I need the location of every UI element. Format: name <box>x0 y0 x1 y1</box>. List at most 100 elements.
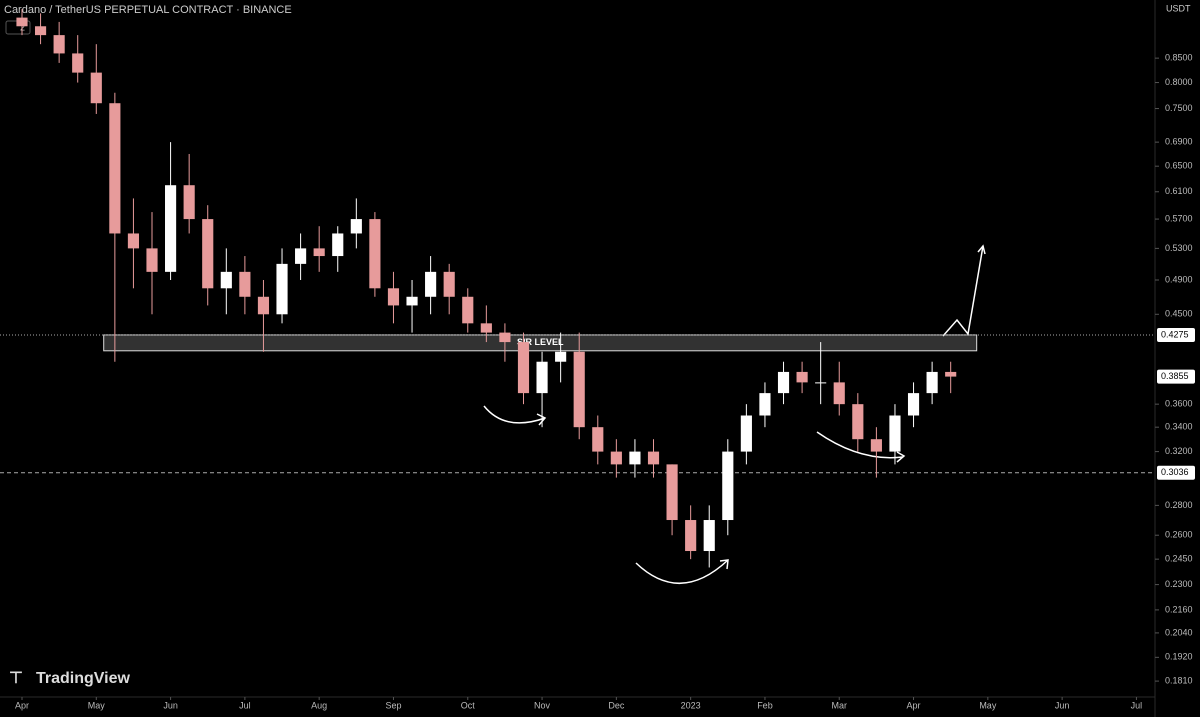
candle-body <box>703 520 715 552</box>
y-tick-label: 0.4500 <box>1165 309 1193 319</box>
candle-body <box>517 342 530 394</box>
x-tick-label: Jul <box>239 700 251 710</box>
price-label: 0.4275 <box>1161 329 1189 339</box>
interval-badge[interactable]: 2 <box>20 22 25 32</box>
x-tick-label: Aug <box>311 700 327 710</box>
candle-body <box>889 415 901 452</box>
candle-body <box>685 520 697 552</box>
candle-body <box>610 451 622 465</box>
x-tick-label: Apr <box>907 700 921 710</box>
candle-body <box>220 271 232 289</box>
candle-body <box>740 415 752 452</box>
curve-arrow <box>483 405 546 424</box>
y-tick-label: 0.6900 <box>1165 137 1193 147</box>
y-tick-label: 0.3200 <box>1165 446 1193 456</box>
candle-body <box>499 332 511 343</box>
candle-body <box>573 351 585 428</box>
candle-body <box>907 393 920 416</box>
last-price-box <box>1157 369 1195 384</box>
y-tick-label: 0.2800 <box>1165 500 1193 510</box>
candle-body <box>425 271 437 297</box>
price-label-box <box>1157 465 1195 480</box>
candle-body <box>109 103 121 234</box>
candle-body <box>257 296 270 315</box>
y-tick-label: 0.1920 <box>1165 652 1193 662</box>
arrow-head <box>896 451 906 463</box>
y-tick-label: 0.1810 <box>1165 675 1193 685</box>
candle-body <box>90 72 102 104</box>
x-tick-label: Jul <box>1131 700 1143 710</box>
logo-mark: ⊤ <box>9 670 23 687</box>
y-tick-label: 0.6500 <box>1165 161 1193 171</box>
last-price-label: 0.3855 <box>1161 371 1189 381</box>
candle-body <box>239 271 251 297</box>
x-tick-label: 2023 <box>681 700 701 710</box>
x-tick-label: Mar <box>831 700 847 710</box>
y-tick-label: 0.4900 <box>1165 274 1193 284</box>
arrow-head <box>719 559 729 570</box>
annotations <box>483 244 986 584</box>
arrow-head <box>977 244 986 255</box>
projection-arrow <box>942 245 984 337</box>
arrow-head <box>536 413 547 426</box>
currency-label[interactable]: USDT <box>1166 3 1191 13</box>
x-tick-label: Sep <box>385 700 401 710</box>
candle-body <box>295 248 307 264</box>
candle-body <box>183 185 195 220</box>
candle-body <box>666 464 678 521</box>
candle-body <box>592 427 604 452</box>
y-tick-label: 0.2300 <box>1165 579 1193 589</box>
candle-body <box>443 271 455 297</box>
brand[interactable]: TradingView <box>36 670 131 687</box>
y-tick-label: 0.2160 <box>1165 604 1193 614</box>
candle-body <box>555 351 567 362</box>
x-tick-label: May <box>88 700 106 710</box>
candle-body <box>202 219 214 289</box>
candle-body <box>870 439 882 452</box>
y-tick-label: 0.2450 <box>1165 554 1193 564</box>
candle-body <box>647 451 660 465</box>
candle-body <box>34 26 47 36</box>
candle-body <box>629 451 641 465</box>
candle-body <box>945 371 957 377</box>
y-tick-label: 0.2040 <box>1165 627 1193 637</box>
y-tick-label: 0.6100 <box>1165 186 1193 196</box>
price-label: 0.3036 <box>1161 467 1189 477</box>
y-tick-label: 0.2600 <box>1165 530 1193 540</box>
candle-body <box>350 219 362 234</box>
x-tick-label: Nov <box>534 700 551 710</box>
y-tick-label: 0.8000 <box>1165 77 1193 87</box>
candle-body <box>536 361 548 394</box>
candle-body <box>369 219 381 289</box>
candle-body <box>796 371 808 383</box>
chart-title: Cardano / TetherUS PERPETUAL CONTRACT · … <box>4 4 292 16</box>
x-tick-label: Feb <box>757 700 773 710</box>
candle-body <box>16 17 28 27</box>
x-tick-label: Oct <box>461 700 476 710</box>
candle-body <box>387 288 400 306</box>
y-tick-label: 0.3400 <box>1165 422 1193 432</box>
candle-body <box>72 53 84 73</box>
sr-label: S/R LEVEL <box>517 337 564 347</box>
candle-body <box>165 185 177 272</box>
y-tick-label: 0.8500 <box>1165 53 1193 63</box>
y-tick-label: 0.3600 <box>1165 399 1193 409</box>
candle-body <box>146 248 158 272</box>
x-tick-label: Dec <box>608 700 625 710</box>
curve-arrow <box>635 559 729 584</box>
curve-arrow <box>816 431 904 459</box>
candle-body <box>926 371 938 394</box>
candle-body <box>777 371 790 394</box>
x-tick-label: Apr <box>15 700 29 710</box>
candle-body <box>332 233 344 257</box>
y-tick-label: 0.7500 <box>1165 103 1193 113</box>
candle-body <box>313 248 325 257</box>
candle-body <box>833 382 845 405</box>
candle-body <box>53 35 65 54</box>
price-label-box <box>1157 327 1195 342</box>
y-tick-label: 0.5700 <box>1165 213 1193 223</box>
candle-body <box>276 263 288 315</box>
